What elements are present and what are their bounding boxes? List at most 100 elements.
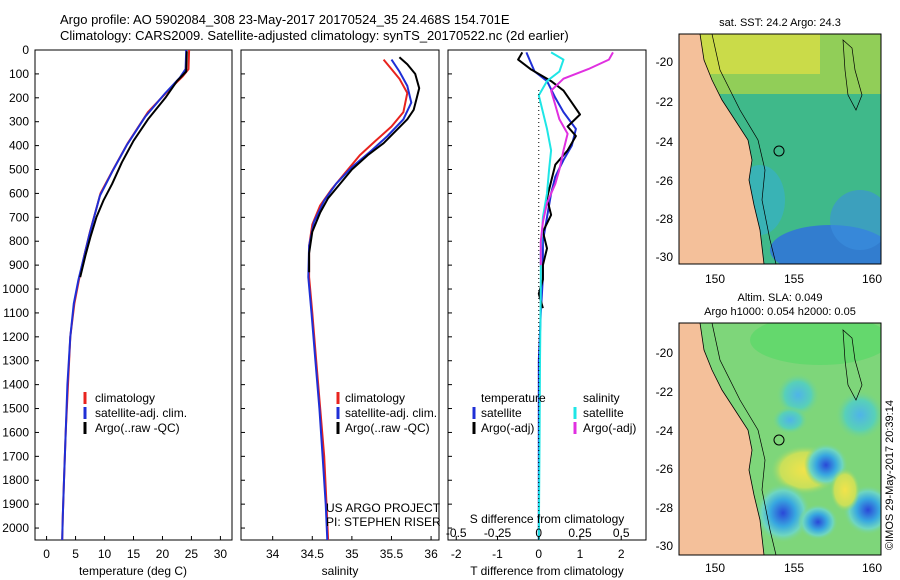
legend-label-argo: Argo(..raw -QC) xyxy=(95,421,180,435)
sla-y-ticks: -20 -22 -24 -26 -28 -30 xyxy=(656,346,674,553)
s-tick-label: -0.5 xyxy=(446,526,467,540)
sla-eddy-blue-2 xyxy=(755,483,811,543)
sla-map-subtitle: Argo h1000: 0.054 h2000: 0.05 xyxy=(704,306,856,318)
x-tick-label: 15 xyxy=(127,547,141,561)
x-tick-label: 2 xyxy=(618,547,625,561)
sst-ytick: -22 xyxy=(656,95,674,109)
sst-ytick: -26 xyxy=(656,174,674,188)
salinity-xlabel: salinity xyxy=(322,564,359,578)
sla-xtick: 150 xyxy=(705,561,725,575)
depth-tick-label: 1300 xyxy=(2,354,29,368)
diff-xlabel: T difference from climatology xyxy=(470,564,624,578)
x-tick-label: 0 xyxy=(535,547,542,561)
difference-legend: temperature satellite Argo(-adj) salinit… xyxy=(472,391,636,435)
series-line-s-satellite xyxy=(537,51,565,541)
depth-tick-label: 0 xyxy=(22,43,29,57)
sla-eddy-cyan xyxy=(776,373,820,417)
sla-xtick: 160 xyxy=(862,561,882,575)
x-axis-layer: 0 5 10 15 20 25 30 34 34.5 35 35.5 36 -2 -1 0 1 2 -0.5 -0.… xyxy=(43,526,630,561)
depth-tick-label: 300 xyxy=(9,115,29,129)
x-tick-label: 1 xyxy=(577,547,584,561)
depth-tick-label: 1200 xyxy=(2,330,29,344)
series-line-argo-raw-qc- xyxy=(79,51,188,278)
depth-tick-label: 1600 xyxy=(2,425,29,439)
series-layer xyxy=(61,49,614,541)
title-line-1: Argo profile: AO 5902084_308 23-May-2017… xyxy=(60,12,510,27)
sla-xtick: 155 xyxy=(784,561,804,575)
series-line-satellite-adj-clim- xyxy=(61,49,188,541)
sla-ytick: -26 xyxy=(656,462,674,476)
s-tick-label: 0 xyxy=(535,526,542,540)
legend-label-s-argo: Argo(-adj) xyxy=(583,421,636,435)
depth-tick-label: 900 xyxy=(9,258,29,272)
legend-label-climatology: climatology xyxy=(95,391,155,405)
temperature-xlabel: temperature (deg C) xyxy=(79,564,187,578)
sst-land xyxy=(679,34,765,264)
sst-reef-contour xyxy=(842,39,863,111)
sla-x-ticks: 150 155 160 xyxy=(705,561,882,575)
legend-label-t-argo: Argo(-adj) xyxy=(481,421,534,435)
diff-xlabel-top: S difference from climatology xyxy=(470,512,625,526)
legend-label-s-satellite: satellite xyxy=(583,406,624,420)
legend-title-salinity: salinity xyxy=(583,391,620,405)
sst-ytick: -30 xyxy=(656,250,674,264)
x-tick-label: 30 xyxy=(214,547,228,561)
x-tick-label: 34 xyxy=(266,547,280,561)
x-tick-label: 35 xyxy=(345,547,359,561)
depth-tick-label: 100 xyxy=(9,67,29,81)
x-tick-label: 35.5 xyxy=(380,547,404,561)
sla-isobath xyxy=(711,323,777,555)
depth-tick-label: 400 xyxy=(9,139,29,153)
x-tick-label: -2 xyxy=(451,547,462,561)
legend-title-temperature: temperature xyxy=(481,391,546,405)
sst-argo-position-marker xyxy=(773,145,785,157)
depth-tick-label: 1900 xyxy=(2,497,29,511)
depth-tick-label: 700 xyxy=(9,210,29,224)
sla-ytick: -22 xyxy=(656,385,674,399)
sst-map-frame xyxy=(678,33,882,265)
sla-ytick: -24 xyxy=(656,424,674,438)
sla-eddy-cyan-3 xyxy=(835,390,881,440)
sla-argo-position-marker xyxy=(773,434,785,446)
sla-map-frame xyxy=(678,322,882,556)
sla-reef-contour xyxy=(842,329,863,401)
sla-map-title: Altim. SLA: 0.049 xyxy=(738,292,823,304)
sla-land xyxy=(679,323,765,555)
sst-cool-patch-2 xyxy=(830,190,881,250)
sst-ytick: -28 xyxy=(656,212,674,226)
depth-tick-label: 1800 xyxy=(2,473,29,487)
series-line-s-argo-adj- xyxy=(539,51,614,266)
sla-eddy-yellow-2 xyxy=(830,468,860,512)
sla-eddy-cyan-2 xyxy=(772,406,808,434)
x-tick-label: 34.5 xyxy=(301,547,325,561)
depth-tick-label: 1400 xyxy=(2,378,29,392)
sst-map xyxy=(679,34,881,264)
s-tick-label: 0.25 xyxy=(568,526,592,540)
legend-label-satellite: satellite-adj. clim. xyxy=(345,406,437,420)
sla-green-band xyxy=(750,323,881,365)
salinity-legend: climatology satellite-adj. clim. Argo(..… xyxy=(336,391,437,435)
series-line-satellite-adj-clim- xyxy=(307,59,413,541)
sst-x-ticks: 150 155 160 xyxy=(705,272,882,286)
depth-tick-label: 500 xyxy=(9,163,29,177)
depth-tick-label: 1500 xyxy=(2,402,29,416)
x-tick-label: 36 xyxy=(424,547,438,561)
sla-map xyxy=(679,323,881,555)
x-tick-label: 10 xyxy=(98,547,112,561)
depth-tick-label: 2000 xyxy=(2,521,29,535)
sst-isobath xyxy=(711,34,777,264)
sla-ytick: -28 xyxy=(656,501,674,515)
project-pi: PI: STEPHEN RISER xyxy=(326,515,441,529)
sst-map-title: sat. SST: 24.2 Argo: 24.3 xyxy=(719,17,841,29)
x-tick-label: -1 xyxy=(492,547,503,561)
sla-ytick: -20 xyxy=(656,346,674,360)
series-line-climatology xyxy=(61,49,191,541)
series-line-argo-raw-qc- xyxy=(308,56,421,273)
imos-credit: ©IMOS 29-May-2017 20:39:14 xyxy=(884,400,896,550)
x-tick-label: 20 xyxy=(156,547,170,561)
sla-eddy-blue-3 xyxy=(798,504,838,540)
sst-y-ticks: -20 -22 -24 -26 -28 -30 xyxy=(656,55,674,264)
sst-ytick: -20 xyxy=(656,55,674,69)
legend-label-t-satellite: satellite xyxy=(481,406,522,420)
